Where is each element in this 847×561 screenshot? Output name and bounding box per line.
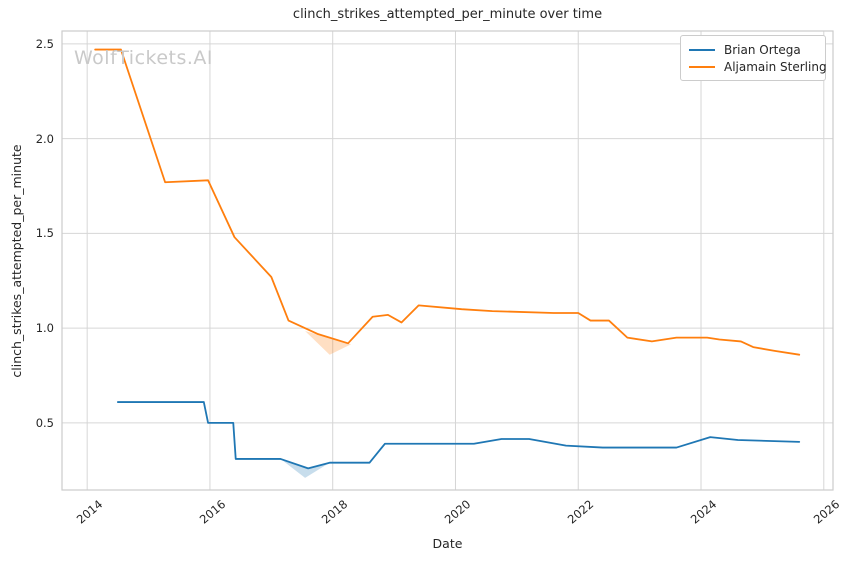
legend-line-swatch (689, 65, 715, 68)
x-axis-label: Date (432, 536, 463, 551)
y-tick-label: 1.5 (35, 226, 54, 241)
watermark: WolfTickets.AI (74, 47, 214, 69)
y-axis-label: clinch_strikes_attempted_per_minute (9, 144, 24, 378)
chart-title: clinch_strikes_attempted_per_minute over… (292, 7, 603, 22)
series-line-brian-ortega (116, 401, 801, 470)
series-line-aljamain-sterling (94, 48, 801, 356)
y-tick-label: 2.0 (35, 131, 54, 146)
legend: Brian Ortega Aljamain Sterling (680, 35, 827, 81)
confidence-band-aljamain-sterling (305, 330, 352, 355)
y-tick-label: 1.0 (35, 321, 54, 336)
y-tick-label: 0.5 (35, 415, 54, 430)
legend-item-brian-ortega: Brian Ortega (689, 41, 817, 58)
legend-item-label: Aljamain Sterling (724, 59, 827, 74)
y-tick-label: 2.5 (35, 36, 54, 51)
plot-border (61, 30, 834, 491)
legend-item-aljamain-sterling: Aljamain Sterling (689, 58, 827, 75)
legend-item-label: Brian Ortega (724, 42, 801, 57)
legend-line-swatch (689, 48, 715, 51)
